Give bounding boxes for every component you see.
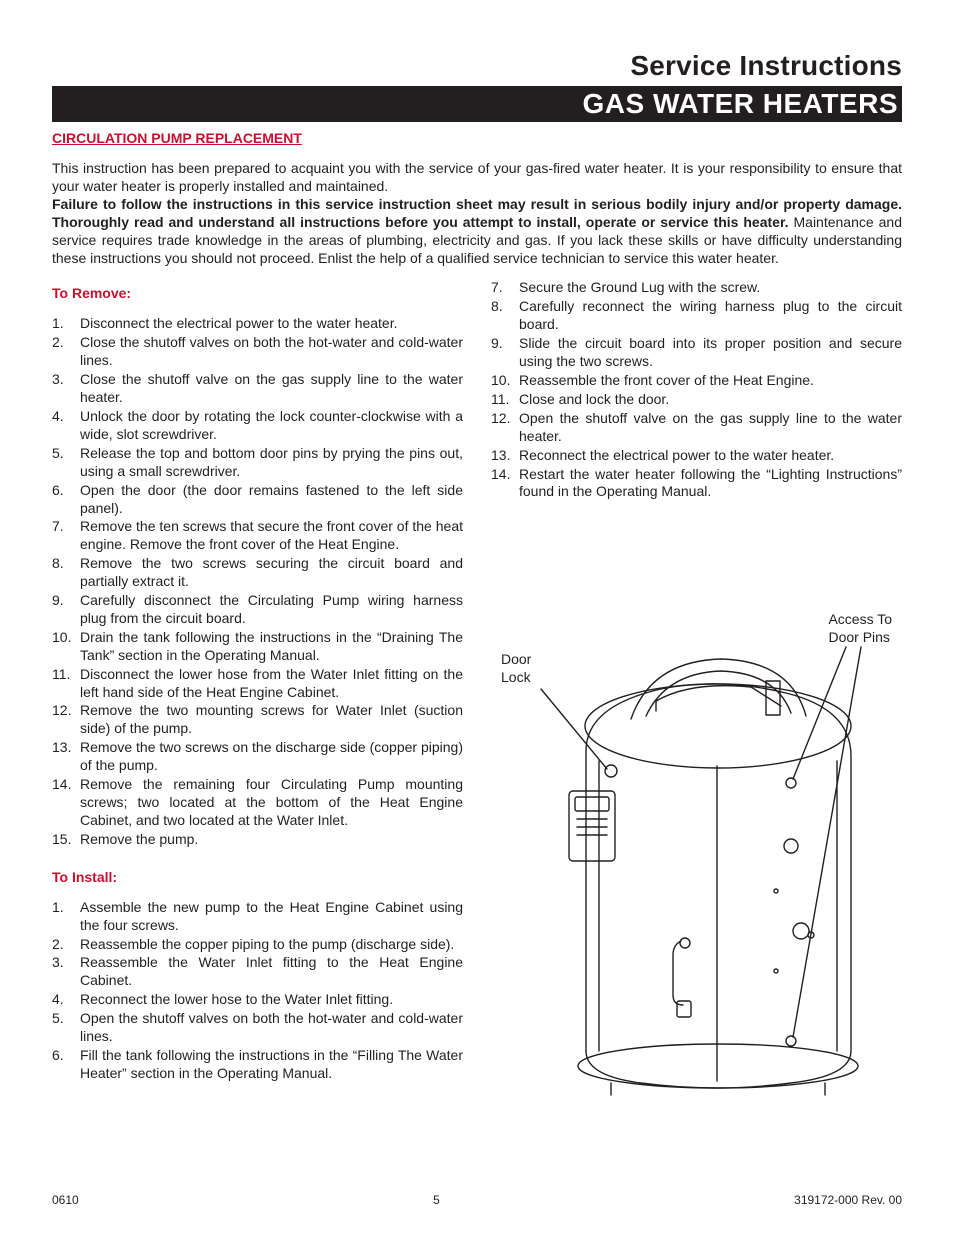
step-item: Remove the ten screws that secure the fr… [52,518,463,554]
step-item: Slide the circuit board into its proper … [491,335,902,371]
step-item: Fill the tank following the instructions… [52,1047,463,1083]
page-title: Service Instructions [52,50,902,82]
heater-svg [491,611,901,1101]
step-item: Reassemble the Water Inlet fitting to th… [52,954,463,990]
step-item: Disconnect the lower hose from the Water… [52,666,463,702]
footer-right: 319172-000 Rev. 00 [794,1193,902,1207]
step-item: Remove the two screws on the discharge s… [52,739,463,775]
callout-door-lock: DoorLock [501,651,531,686]
step-item: Remove the remaining four Circulating Pu… [52,776,463,830]
install-steps-left: Assemble the new pump to the Heat Engine… [52,899,463,1083]
intro-text-1: This instruction has been prepared to ac… [52,160,902,194]
remove-steps-list: Disconnect the electrical power to the w… [52,315,463,848]
intro-warning: Failure to follow the instructions in th… [52,196,902,230]
right-column: Secure the Ground Lug with the screw.Car… [491,279,902,1111]
step-item: Drain the tank following the instruction… [52,629,463,665]
step-item: Close and lock the door. [491,391,902,409]
step-item: Open the shutoff valves on both the hot-… [52,1010,463,1046]
callout-access-pins: Access ToDoor Pins [828,611,892,646]
install-steps-right: Secure the Ground Lug with the screw.Car… [491,279,902,501]
step-item: Restart the water heater following the “… [491,466,902,502]
step-item: Secure the Ground Lug with the screw. [491,279,902,297]
step-item: Remove the pump. [52,831,463,849]
page-footer: 0610 5 319172-000 Rev. 00 [52,1193,902,1207]
step-item: Reassemble the front cover of the Heat E… [491,372,902,390]
step-item: Reconnect the electrical power to the wa… [491,447,902,465]
two-column-layout: To Remove: Disconnect the electrical pow… [52,279,902,1111]
section-heading: CIRCULATION PUMP REPLACEMENT [52,130,902,146]
step-item: Reconnect the lower hose to the Water In… [52,991,463,1009]
step-item: Assemble the new pump to the Heat Engine… [52,899,463,935]
intro-paragraph: This instruction has been prepared to ac… [52,160,902,267]
install-heading: To Install: [52,869,463,885]
footer-left: 0610 [52,1193,79,1207]
step-item: Open the door (the door remains fastened… [52,482,463,518]
step-item: Remove the two mounting screws for Water… [52,702,463,738]
heater-diagram: DoorLock Access ToDoor Pins [491,611,902,1111]
step-item: Reassemble the copper piping to the pump… [52,936,463,954]
step-item: Close the shutoff valves on both the hot… [52,334,463,370]
step-item: Release the top and bottom door pins by … [52,445,463,481]
step-item: Carefully reconnect the wiring harness p… [491,298,902,334]
left-column: To Remove: Disconnect the electrical pow… [52,279,463,1111]
banner-left-block [52,86,532,122]
step-item: Carefully disconnect the Circulating Pum… [52,592,463,628]
step-item: Remove the two screws securing the circu… [52,555,463,591]
footer-page-number: 5 [433,1193,440,1207]
banner-title: GAS WATER HEATERS [532,86,902,122]
step-item: Unlock the door by rotating the lock cou… [52,408,463,444]
title-banner-row: GAS WATER HEATERS [52,86,902,122]
step-item: Open the shutoff valve on the gas supply… [491,410,902,446]
step-item: Disconnect the electrical power to the w… [52,315,463,333]
step-item: Close the shutoff valve on the gas suppl… [52,371,463,407]
remove-heading: To Remove: [52,285,463,301]
